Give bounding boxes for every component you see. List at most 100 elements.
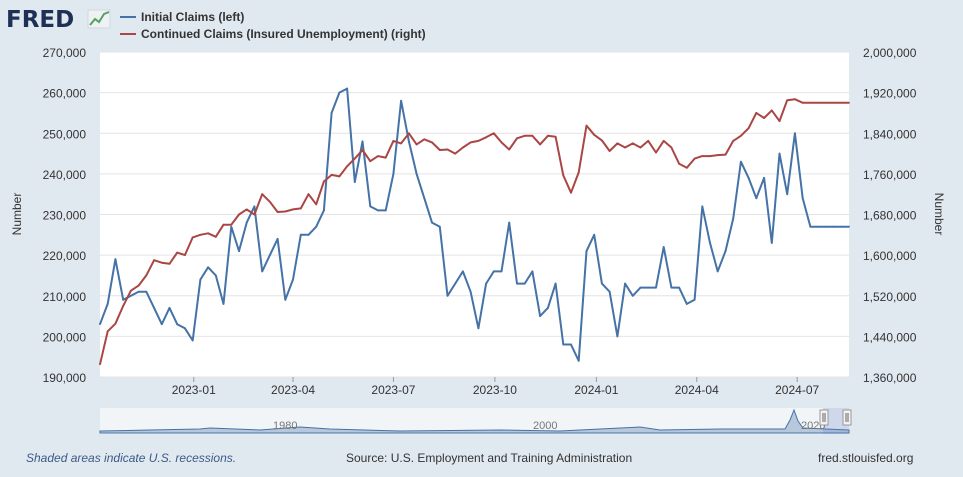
- data-point: [245, 221, 248, 224]
- data-point: [292, 208, 294, 211]
- recession-note: Shaded areas indicate U.S. recessions.: [26, 451, 237, 465]
- data-point: [794, 98, 796, 101]
- data-point: [662, 246, 665, 248]
- data-point: [724, 250, 727, 252]
- data-point: [168, 262, 171, 265]
- data-point: [330, 173, 333, 176]
- series-line: [99, 98, 849, 365]
- data-point: [593, 133, 596, 136]
- data-point: [546, 307, 549, 309]
- data-point: [462, 270, 464, 273]
- data-point: [840, 101, 843, 104]
- legend-initial-claims[interactable]: Initial Claims (left): [120, 10, 244, 24]
- data-point: [184, 254, 186, 257]
- data-point: [685, 166, 688, 169]
- data-point: [129, 294, 132, 297]
- x-tick-label: 2024-01: [574, 383, 618, 397]
- data-point: [608, 150, 611, 152]
- data-point: [230, 225, 233, 228]
- data-point: [577, 359, 580, 362]
- data-point: [369, 160, 372, 163]
- data-point: [99, 363, 101, 366]
- y-tick-right: 1,440,000: [863, 330, 917, 344]
- data-point: [716, 154, 719, 156]
- data-point: [384, 209, 387, 212]
- series-initial-claims: [99, 87, 850, 362]
- data-point: [755, 112, 758, 114]
- data-point: [199, 278, 202, 281]
- data-point: [431, 141, 433, 144]
- legend-swatch-continued-claims: [120, 33, 136, 35]
- data-point: [431, 221, 433, 224]
- y-tick-right: 1,680,000: [863, 209, 917, 223]
- data-point: [191, 339, 194, 342]
- data-point: [562, 343, 565, 346]
- data-point: [438, 225, 441, 228]
- data-point: [685, 302, 688, 305]
- data-point: [662, 139, 665, 142]
- data-point: [840, 225, 843, 228]
- data-point: [176, 323, 179, 326]
- data-point: [99, 323, 101, 326]
- data-point: [392, 172, 395, 175]
- y-tick-right: 1,920,000: [863, 87, 917, 101]
- data-point: [168, 307, 171, 309]
- data-point: [616, 142, 619, 145]
- data-point: [585, 250, 588, 252]
- site-link[interactable]: fred.stlouisfed.org: [818, 451, 914, 465]
- data-point: [384, 156, 387, 159]
- data-point: [145, 274, 148, 277]
- data-point: [184, 327, 186, 330]
- data-point: [554, 282, 557, 285]
- data-point: [539, 143, 542, 146]
- data-point: [338, 175, 341, 178]
- legend-continued-claims[interactable]: Continued Claims (Insured Unemployment) …: [120, 27, 426, 41]
- data-point: [423, 138, 426, 141]
- data-point: [500, 270, 503, 273]
- x-tick-label: 2024-04: [675, 383, 719, 397]
- data-point: [778, 120, 781, 122]
- data-point: [631, 142, 634, 145]
- data-point: [716, 270, 719, 273]
- data-point: [361, 140, 364, 143]
- x-tick-label: 2023-01: [172, 383, 216, 397]
- data-point: [755, 197, 758, 200]
- x-tick-label: 2023-10: [473, 383, 517, 397]
- data-point: [276, 237, 279, 240]
- range-navigator[interactable]: 1980 2000 2020: [99, 408, 852, 434]
- data-point: [330, 112, 333, 114]
- data-point: [647, 286, 650, 289]
- data-point: [106, 330, 109, 333]
- data-point: [523, 134, 526, 137]
- data-point: [284, 210, 287, 213]
- y-tick-left: 260,000: [43, 87, 87, 101]
- x-tick-label: 2023-07: [371, 383, 415, 397]
- data-point: [469, 290, 472, 293]
- navigator-handle-left[interactable]: [819, 409, 829, 426]
- navigator-handle-right[interactable]: [842, 409, 852, 426]
- x-tick-label: 2023-04: [271, 383, 315, 397]
- data-point: [268, 254, 271, 257]
- data-point: [245, 208, 248, 211]
- y-tick-right: 2,000,000: [863, 46, 917, 60]
- navigator-series: [99, 408, 850, 434]
- data-point: [307, 233, 310, 236]
- data-point: [361, 149, 364, 151]
- data-point: [238, 213, 240, 216]
- data-point: [153, 259, 155, 262]
- y-tick-left: 250,000: [43, 127, 87, 141]
- data-point: [763, 177, 765, 179]
- data-point: [338, 91, 341, 94]
- data-point: [824, 101, 827, 104]
- data-point: [516, 137, 518, 140]
- data-point: [601, 139, 603, 142]
- data-point: [693, 298, 696, 301]
- data-point: [214, 235, 217, 238]
- fred-logo[interactable]: FRED: [6, 4, 116, 33]
- data-point: [747, 127, 750, 130]
- data-point: [678, 286, 681, 289]
- data-point: [709, 242, 711, 244]
- data-point: [462, 146, 464, 149]
- data-point: [786, 99, 789, 102]
- data-point: [670, 146, 673, 149]
